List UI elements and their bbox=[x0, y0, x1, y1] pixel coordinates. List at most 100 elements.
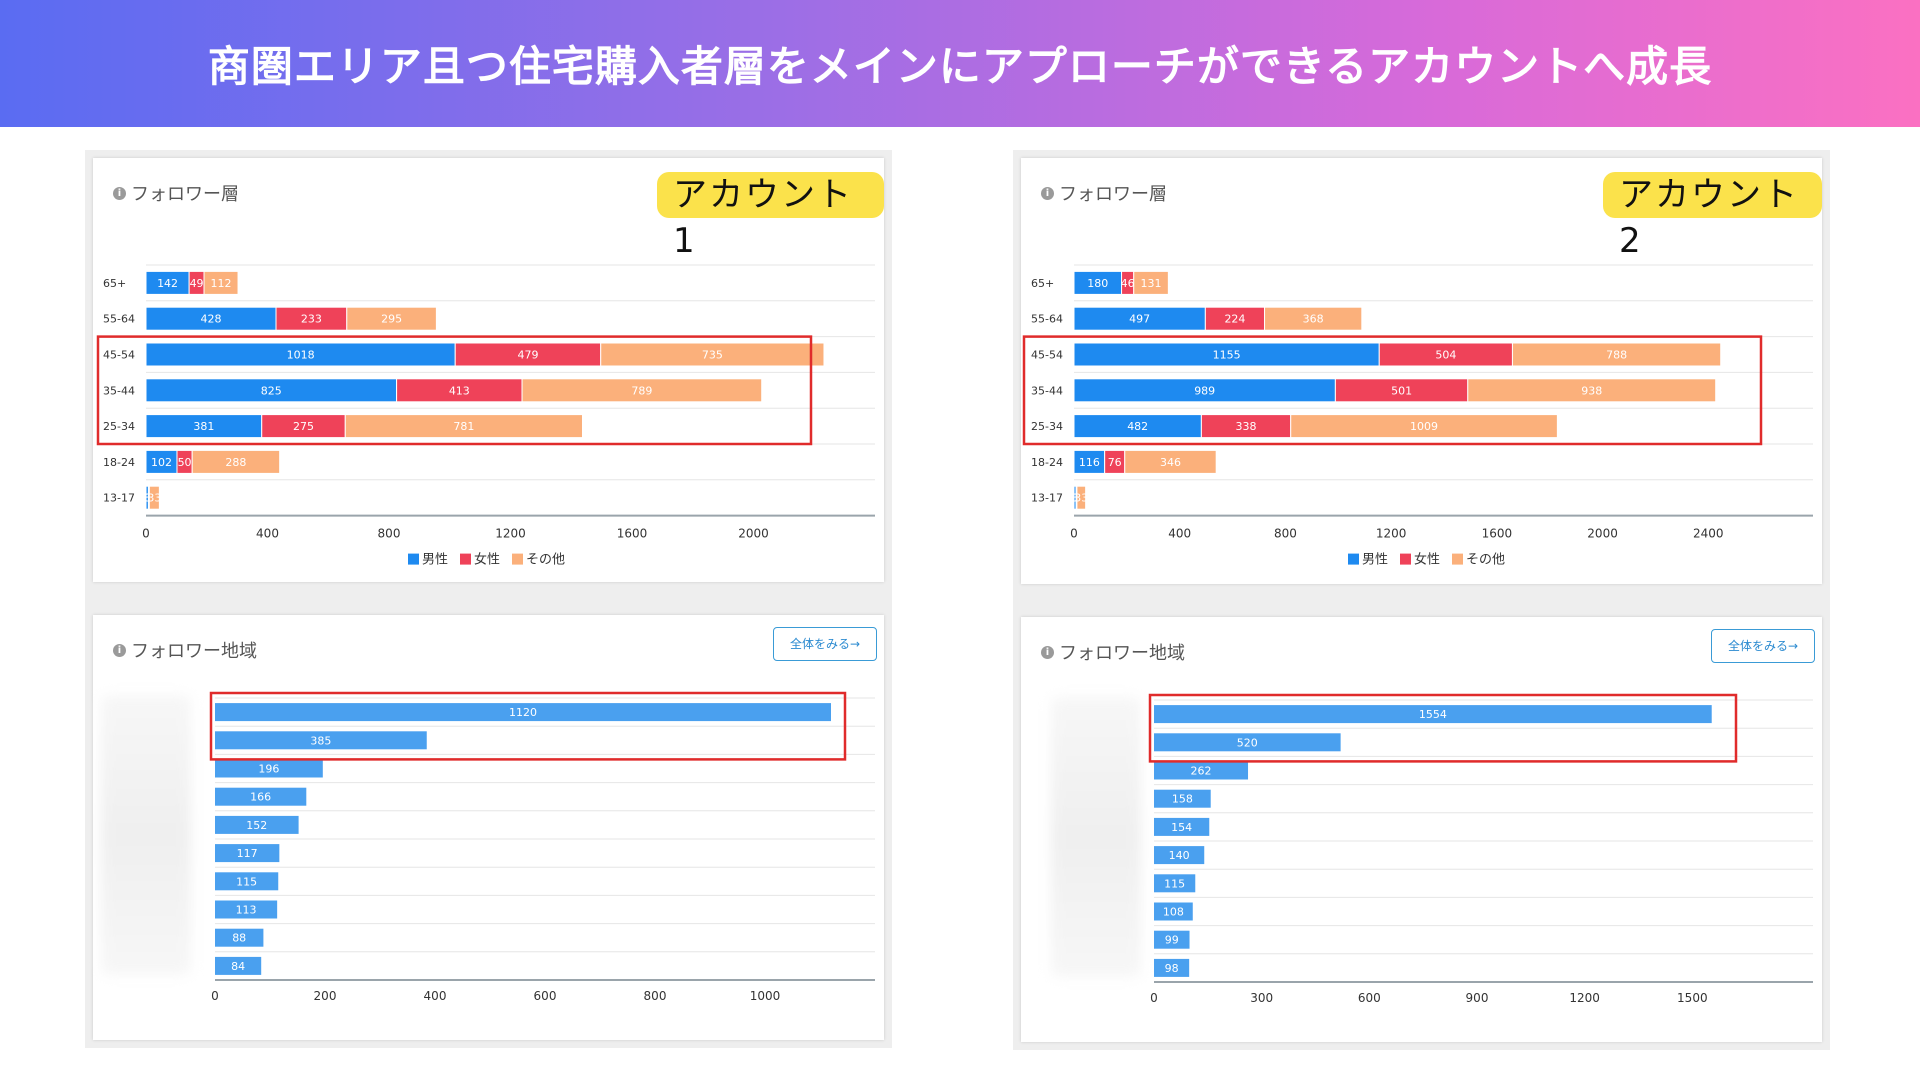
category-label: 25-34 bbox=[1031, 420, 1063, 433]
bar-value-label: 88 bbox=[232, 932, 246, 945]
age-title-label: フォロワー層 bbox=[1059, 184, 1167, 205]
age-chart: 65+ 142 49 112 55-64 428 233 295 45-54 1018 479 735… bbox=[96, 264, 875, 568]
bar-value-label: 413 bbox=[449, 384, 470, 397]
bar-value-label: 501 bbox=[1391, 384, 1412, 397]
region-bar bbox=[1154, 705, 1712, 724]
category-label: 35-44 bbox=[103, 384, 135, 397]
legend-label: 女性 bbox=[474, 552, 500, 568]
highlight-box bbox=[209, 691, 847, 761]
legend-label: その他 bbox=[1466, 553, 1505, 568]
region-card-title: i フォロワー地域 bbox=[1041, 639, 1185, 665]
bar-value-label: 1018 bbox=[287, 349, 315, 362]
highlight-box bbox=[96, 335, 813, 446]
account-badge: アカウント1 bbox=[657, 172, 884, 261]
account2-panel: i フォロワー層 アカウント2 65+ 180 46 131 55-64 497 224 36… bbox=[1013, 150, 1830, 1050]
x-tick-label: 400 bbox=[424, 989, 447, 1003]
bar-value-label: 224 bbox=[1224, 313, 1245, 326]
bar-その他 bbox=[1124, 449, 1217, 474]
bar-value-label: 275 bbox=[293, 420, 314, 433]
x-tick-label: 1200 bbox=[1376, 527, 1407, 541]
bar-value-label: 99 bbox=[1165, 934, 1179, 947]
bar-その他 bbox=[1076, 485, 1087, 510]
x-tick-label: 300 bbox=[1250, 991, 1273, 1005]
region-bar bbox=[215, 900, 278, 919]
bar-value-label: 520 bbox=[1237, 736, 1258, 749]
bar-value-label: 295 bbox=[381, 313, 402, 326]
bar-value-label: 938 bbox=[1581, 384, 1602, 397]
region-bar bbox=[1154, 846, 1205, 865]
x-tick-label: 200 bbox=[314, 989, 337, 1003]
bar-その他 bbox=[346, 306, 437, 331]
highlight-box bbox=[1022, 335, 1763, 446]
region-bar bbox=[1154, 733, 1341, 752]
page-title: 商圏エリア且つ住宅購入者層をメインにアプローチができるアカウントへ成長 bbox=[207, 42, 1713, 91]
legend-swatch bbox=[1348, 553, 1359, 565]
bar-その他 bbox=[1133, 270, 1169, 295]
x-tick-label: 800 bbox=[378, 527, 401, 541]
bar-value-label: 8 bbox=[144, 492, 151, 505]
view-all-button[interactable]: 全体をみる→ bbox=[1711, 629, 1815, 663]
region-title-label: フォロワー地域 bbox=[131, 641, 257, 662]
bar-value-label: 825 bbox=[261, 384, 282, 397]
info-icon: i bbox=[113, 186, 126, 200]
x-tick-label: 600 bbox=[1358, 991, 1381, 1005]
category-label: 35-44 bbox=[1031, 384, 1063, 397]
region-bar bbox=[1154, 874, 1196, 893]
region-bar bbox=[215, 872, 279, 891]
x-tick-label: 2400 bbox=[1693, 527, 1724, 541]
x-tick-label: 1600 bbox=[1482, 527, 1513, 541]
bar-value-label: 116 bbox=[1079, 456, 1100, 469]
bar-value-label: 368 bbox=[1303, 313, 1324, 326]
legend-swatch bbox=[460, 553, 471, 565]
bar-value-label: 338 bbox=[1236, 420, 1257, 433]
bar-value-label: 989 bbox=[1194, 384, 1215, 397]
x-tick-label: 1200 bbox=[1569, 991, 1600, 1005]
account1-panel: i フォロワー層 アカウント1 65+ 142 49 112 55-64 428 233 29… bbox=[85, 150, 892, 1048]
region-bar bbox=[215, 787, 307, 806]
bar-value-label: 1120 bbox=[509, 706, 537, 719]
region-bar bbox=[215, 844, 280, 863]
x-tick-label: 400 bbox=[256, 527, 279, 541]
account-badge: アカウント2 bbox=[1603, 172, 1822, 261]
region-bar bbox=[1154, 958, 1190, 977]
bar-value-label: 735 bbox=[702, 349, 723, 362]
bar-value-label: 76 bbox=[1108, 456, 1122, 469]
bar-value-label: 84 bbox=[231, 960, 245, 973]
x-tick-label: 0 bbox=[1150, 991, 1158, 1005]
x-tick-label: 2000 bbox=[738, 527, 769, 541]
category-label: 65+ bbox=[1031, 277, 1054, 290]
bar-その他 bbox=[148, 485, 160, 510]
region-bar bbox=[215, 703, 831, 722]
bar-value-label: 33 bbox=[1074, 492, 1088, 505]
x-tick-label: 1500 bbox=[1677, 991, 1708, 1005]
bar-その他 bbox=[203, 270, 239, 295]
category-label: 45-54 bbox=[1031, 349, 1063, 362]
region-bar bbox=[215, 928, 264, 947]
bar-value-label: 428 bbox=[201, 313, 222, 326]
bar-value-label: 262 bbox=[1191, 765, 1212, 778]
x-tick-label: 900 bbox=[1466, 991, 1489, 1005]
bar-value-label: 1009 bbox=[1410, 420, 1438, 433]
category-label: 13-17 bbox=[1031, 492, 1063, 505]
highlight-box bbox=[1148, 693, 1738, 763]
region-card: i フォロワー地域 全体をみる→ 1554 520 262 158 154 140 115 1… bbox=[1021, 617, 1822, 1042]
x-tick-label: 0 bbox=[1070, 527, 1078, 541]
x-tick-label: 0 bbox=[211, 989, 219, 1003]
region-bar bbox=[215, 731, 427, 750]
bar-value-label: 196 bbox=[258, 763, 279, 776]
bar-value-label: 346 bbox=[1160, 456, 1181, 469]
view-all-button[interactable]: 全体をみる→ bbox=[773, 627, 877, 661]
region-card: i フォロワー地域 全体をみる→ 1120 385 196 166 152 117 115 1… bbox=[93, 615, 884, 1040]
legend-swatch bbox=[1452, 553, 1463, 565]
bar-value-label: 789 bbox=[631, 384, 652, 397]
category-label: 65+ bbox=[103, 277, 126, 290]
region-bar bbox=[1154, 789, 1211, 808]
legend-swatch bbox=[408, 553, 419, 565]
bar-その他 bbox=[521, 378, 763, 403]
age-card-title: i フォロワー層 bbox=[1041, 180, 1167, 206]
bar-value-label: 115 bbox=[1164, 877, 1185, 890]
category-label: 45-54 bbox=[103, 349, 135, 362]
bar-その他 bbox=[1511, 342, 1722, 367]
bar-value-label: 49 bbox=[190, 277, 204, 290]
bar-value-label: 788 bbox=[1606, 349, 1627, 362]
